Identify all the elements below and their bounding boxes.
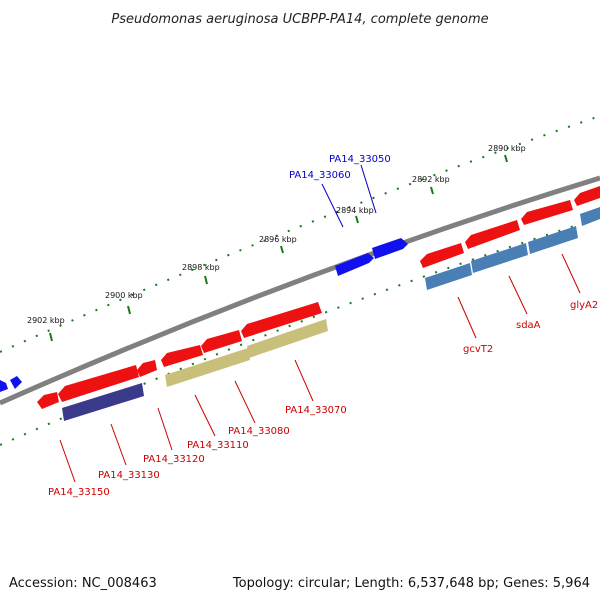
gene-label-pa14-33150: PA14_33150	[48, 487, 110, 498]
genome-summary-text: Topology: circular; Length: 6,537,648 bp…	[232, 576, 590, 591]
gene-leader-line	[508, 275, 528, 315]
cog-bar[interactable]	[62, 383, 144, 421]
map-title: Pseudomonas aeruginosa UCBPP-PA14, compl…	[111, 12, 488, 27]
cog-bar[interactable]	[471, 243, 528, 273]
gene-leader-line	[360, 164, 377, 214]
plus-gene-labels: PA14_33050 PA14_33060	[289, 154, 391, 228]
accession-text: Accession: NC_008463	[9, 576, 157, 591]
kbp-major-tick	[355, 215, 359, 224]
genome-backbone	[0, 175, 600, 406]
gene-arrow-glyA2[interactable]	[521, 200, 573, 225]
cog-bar[interactable]	[165, 348, 250, 387]
gene-arrow-pa14-33080[interactable]	[201, 330, 242, 353]
gene-leader-line	[294, 359, 314, 402]
gene-leader-line	[157, 407, 173, 451]
kbp-label: 2900 kbp	[105, 291, 143, 300]
gene-label-pa14-33130: PA14_33130	[98, 470, 160, 481]
gene-arrow-gcvT2[interactable]	[420, 243, 464, 268]
gene-leader-line	[561, 253, 581, 294]
cog-category-bars	[62, 207, 600, 421]
gene-leader-line	[110, 423, 127, 466]
kbp-major-tick	[49, 332, 53, 342]
gene-arrow-edge-left[interactable]	[0, 380, 8, 392]
gene-leader-line	[59, 439, 76, 483]
gene-arrow-edge-small[interactable]	[10, 376, 22, 389]
gene-leader-line	[234, 380, 256, 424]
gene-arrow-pa14-33110[interactable]	[161, 345, 203, 367]
kbp-major-tick	[430, 186, 434, 195]
gene-label-gcvT2: gcvT2	[463, 344, 493, 355]
gene-label-pa14-33060: PA14_33060	[289, 170, 351, 181]
kbp-major-tick	[204, 275, 208, 285]
gene-leader-line	[457, 296, 477, 339]
gene-arrow-pa14-33070[interactable]	[241, 302, 322, 338]
gene-arrow-pa14-33050[interactable]	[372, 238, 408, 259]
gene-arrow-sdaA[interactable]	[465, 220, 520, 249]
cog-bar[interactable]	[528, 226, 578, 254]
kbp-label: 2894 kbp	[336, 206, 374, 215]
kbp-scale: 2890 kbp 2892 kbp 2894 kbp 2896 kbp 2898…	[27, 144, 526, 342]
cog-bar[interactable]	[580, 207, 600, 226]
gene-label-pa14-33050: PA14_33050	[329, 154, 391, 165]
gene-label-sdaA: sdaA	[516, 320, 541, 331]
gene-arrow-edge-right[interactable]	[574, 186, 600, 206]
kbp-label: 2898 kbp	[182, 263, 220, 272]
plus-strand-genes	[0, 238, 408, 392]
kbp-label: 2892 kbp	[412, 175, 450, 184]
gene-arrow[interactable]	[37, 392, 59, 409]
gene-leader-line	[321, 183, 344, 228]
kbp-major-tick	[504, 154, 508, 163]
gene-label-pa14-33120: PA14_33120	[143, 454, 205, 465]
gene-label-pa14-33080: PA14_33080	[228, 426, 290, 437]
gene-label-glyA2: glyA2	[570, 300, 598, 311]
gene-leader-line	[194, 394, 216, 437]
cog-bar[interactable]	[247, 319, 328, 358]
cog-bar[interactable]	[425, 263, 472, 290]
gene-arrow-pa14-33120[interactable]	[137, 360, 157, 377]
gene-arrow-pa14-33060[interactable]	[335, 253, 374, 276]
kbp-label: 2890 kbp	[488, 144, 526, 153]
gene-label-pa14-33070: PA14_33070	[285, 405, 347, 416]
kbp-label: 2902 kbp	[27, 316, 65, 325]
minus-gene-labels: glyA2 sdaA gcvT2 PA14_33070 PA14_33080 P…	[48, 253, 598, 498]
gene-label-pa14-33110: PA14_33110	[187, 440, 249, 451]
minus-strand-genes	[37, 186, 600, 409]
gene-arrow-pa14-33130[interactable]	[58, 365, 139, 402]
kbp-label: 2896 kbp	[259, 235, 297, 244]
kbp-major-tick	[280, 245, 284, 254]
kbp-major-tick	[127, 305, 131, 315]
